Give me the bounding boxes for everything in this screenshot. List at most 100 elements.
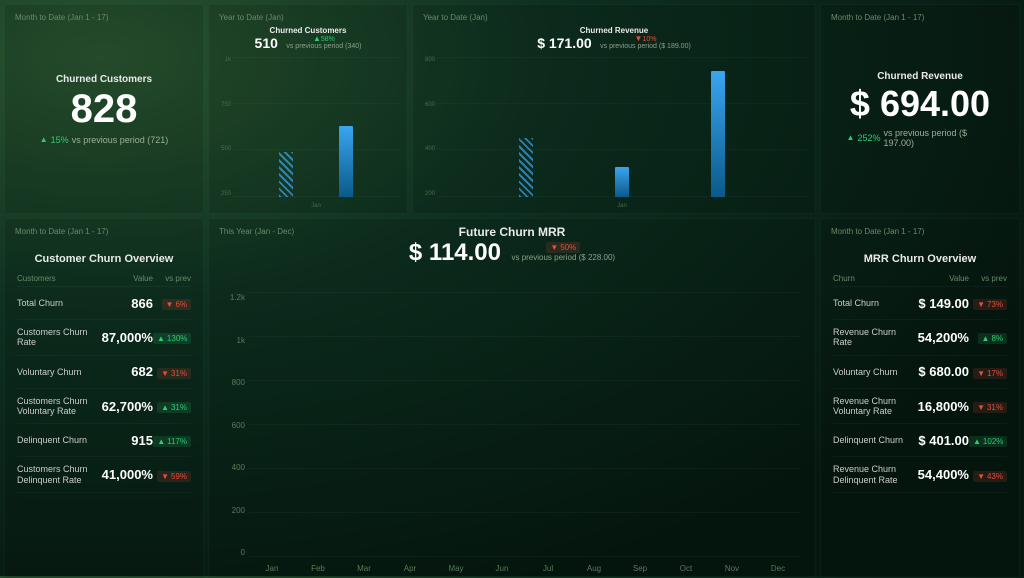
x-axis-label: Mar: [341, 564, 387, 573]
delta-up-icon: ▲: [40, 135, 48, 144]
overview-header: Customers Value vs prev: [17, 271, 191, 287]
table-row: Revenue Churn Rate54,200%▲8%: [833, 320, 1007, 356]
row-value: 682: [89, 364, 153, 379]
center-value: $ 114.00: [409, 239, 501, 267]
row-value: 62,700%: [89, 399, 153, 414]
row-delta: ▲8%: [969, 328, 1007, 346]
table-row: Customers Churn Rate87,000%▲130%: [17, 320, 191, 356]
panel-period: Month to Date (Jan 1 - 17): [821, 5, 934, 22]
center-sub: ▼50% vs previous period ($ 228.00): [511, 242, 615, 262]
row-delta: ▲31%: [153, 397, 191, 415]
mini-plot: 800600400200 Jan: [437, 57, 807, 209]
chart-bar: [339, 126, 353, 197]
x-axis-label: Jul: [525, 564, 571, 573]
kpi-label: Churned Revenue: [877, 71, 963, 82]
kpi-delta: 252%: [857, 133, 880, 143]
row-value: 54,200%: [905, 330, 969, 345]
panel-period: This Year (Jan - Dec): [209, 219, 304, 236]
table-row: Delinquent Churn$ 401.00▲102%: [833, 424, 1007, 457]
chart-bar: [279, 152, 293, 197]
delta-up-icon: ▲: [847, 133, 855, 142]
x-axis-label: Oct: [663, 564, 709, 573]
row-delta: ▼31%: [969, 397, 1007, 415]
row-delta: ▲102%: [969, 431, 1007, 449]
table-row: Total Churn866▼6%: [17, 287, 191, 320]
row-value: 16,800%: [905, 399, 969, 414]
row-delta: ▼17%: [969, 363, 1007, 381]
kpi-subtext: ▲ 15% vs previous period (721): [40, 135, 169, 145]
mini-title: Churned Customers: [209, 26, 407, 35]
panel-period: Month to Date (Jan 1 - 17): [5, 219, 118, 236]
x-axis-label: Dec: [755, 564, 801, 573]
overview-title: MRR Churn Overview: [833, 253, 1007, 265]
row-delta: ▼6%: [153, 294, 191, 312]
panel-period: Year to Date (Jan): [209, 5, 407, 22]
row-label: Revenue Churn Rate: [833, 327, 905, 348]
x-axis-label: Jan: [249, 564, 295, 573]
x-axis-label: Feb: [295, 564, 341, 573]
row-value: 866: [89, 296, 153, 311]
table-row: Revenue Churn Voluntary Rate16,800%▼31%: [833, 389, 1007, 425]
row-label: Delinquent Churn: [833, 435, 905, 445]
delta-up-icon: ▲: [313, 34, 321, 43]
x-axis-label: Jun: [479, 564, 525, 573]
row-delta: ▼59%: [153, 466, 191, 484]
mini-xlabel: Jan: [233, 203, 399, 209]
row-label: Customers Churn Rate: [17, 327, 89, 348]
mini-churned-customers-chart: Year to Date (Jan) Churned Customers 510…: [208, 4, 408, 214]
row-label: Voluntary Churn: [17, 367, 89, 377]
delta-badge: ▼50%: [546, 242, 580, 253]
row-value: 54,400%: [905, 467, 969, 482]
customer-churn-overview: Month to Date (Jan 1 - 17) Customer Chur…: [4, 218, 204, 578]
mini-xlabel: Jan: [437, 203, 807, 209]
row-label: Delinquent Churn: [17, 435, 89, 445]
row-value: $ 680.00: [905, 364, 969, 379]
row-value: $ 401.00: [905, 433, 969, 448]
chart-bar: [519, 138, 533, 198]
chart-bar: [615, 167, 629, 197]
row-label: Total Churn: [17, 298, 89, 308]
row-delta: ▼31%: [153, 363, 191, 381]
kpi-churned-revenue: Month to Date (Jan 1 - 17) Churned Reven…: [820, 4, 1020, 214]
chart-bar: [711, 71, 725, 197]
table-row: Customers Churn Delinquent Rate41,000%▼5…: [17, 457, 191, 493]
kpi-churned-customers: Month to Date (Jan 1 - 17) Churned Custo…: [4, 4, 204, 214]
x-axis-label: Sep: [617, 564, 663, 573]
x-axis-label: Nov: [709, 564, 755, 573]
table-row: Revenue Churn Delinquent Rate54,400%▼43%: [833, 457, 1007, 493]
table-row: Voluntary Churn682▼31%: [17, 356, 191, 389]
x-axis-label: Apr: [387, 564, 433, 573]
x-axis-label: May: [433, 564, 479, 573]
row-delta: ▼73%: [969, 294, 1007, 312]
panel-period: Month to Date (Jan 1 - 17): [5, 5, 118, 22]
kpi-value: $ 694.00: [850, 86, 990, 122]
mini-value: $ 171.00: [537, 35, 592, 51]
mini-churned-revenue-chart: Year to Date (Jan) Churned Revenue $ 171…: [412, 4, 816, 214]
row-value: 915: [89, 433, 153, 448]
row-delta: ▼43%: [969, 466, 1007, 484]
kpi-delta: 15%: [51, 135, 69, 145]
mrr-churn-overview: Month to Date (Jan 1 - 17) MRR Churn Ove…: [820, 218, 1020, 578]
mini-value: 510: [255, 35, 278, 51]
kpi-value: 828: [71, 89, 138, 129]
panel-period: Year to Date (Jan): [413, 5, 815, 22]
x-axis-label: Aug: [571, 564, 617, 573]
future-churn-mrr-chart: This Year (Jan - Dec) Future Churn MRR $…: [208, 218, 816, 578]
kpi-prev: vs previous period (721): [72, 135, 169, 145]
mini-sub: ▲58% vs previous period (340): [286, 35, 361, 50]
row-delta: ▲130%: [153, 328, 191, 346]
row-value: 87,000%: [89, 330, 153, 345]
kpi-subtext: ▲ 252% vs previous period ($ 197.00): [847, 128, 994, 148]
table-row: Voluntary Churn$ 680.00▼17%: [833, 356, 1007, 389]
row-label: Total Churn: [833, 298, 905, 308]
row-delta: ▲117%: [153, 431, 191, 449]
kpi-label: Churned Customers: [56, 74, 152, 85]
table-row: Total Churn$ 149.00▼73%: [833, 287, 1007, 320]
row-label: Customers Churn Voluntary Rate: [17, 396, 89, 417]
row-value: 41,000%: [89, 467, 153, 482]
mini-plot: 1k750500250 Jan: [233, 57, 399, 209]
row-label: Customers Churn Delinquent Rate: [17, 464, 89, 485]
panel-period: Month to Date (Jan 1 - 17): [821, 219, 934, 236]
overview-title: Customer Churn Overview: [17, 253, 191, 265]
kpi-prev: vs previous period ($ 197.00): [883, 128, 993, 148]
